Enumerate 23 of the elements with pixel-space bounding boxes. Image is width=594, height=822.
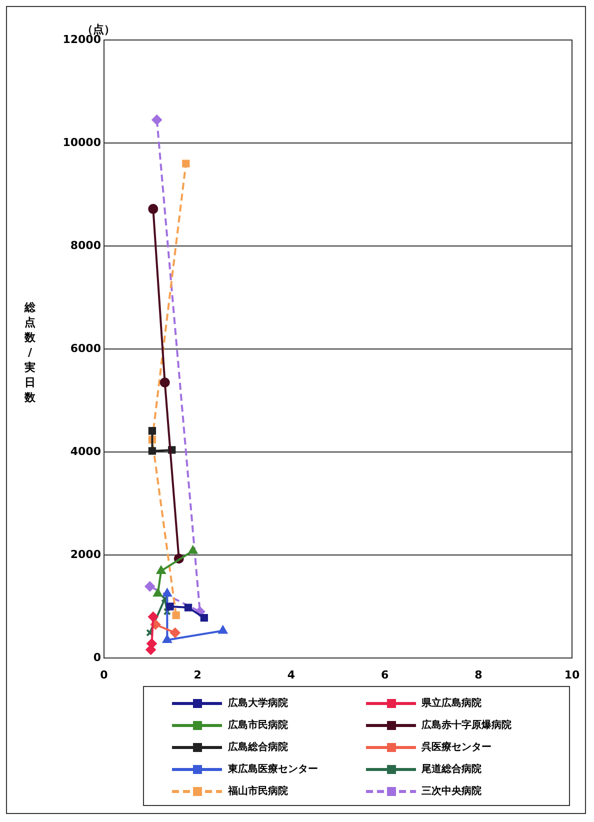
legend-label: 広島総合病院 [228, 740, 288, 754]
legend-label: 東広島医療センター [228, 762, 318, 776]
x-tick-label: 10 [564, 668, 580, 682]
x-tick-label: 4 [287, 668, 296, 682]
legend-label: 呉医療センター [422, 740, 492, 754]
legend-label: 三次中央病院 [422, 784, 482, 798]
x-tick-label: 8 [474, 668, 482, 682]
y-tick-label: 8000 [70, 238, 102, 252]
y-axis-title: 総点数/実日数 [23, 300, 36, 405]
y-tick-label: 6000 [70, 342, 102, 355]
y-tick-label: 2000 [70, 548, 102, 561]
legend-label: 尾道総合病院 [422, 762, 482, 776]
x-tick-label: 6 [380, 668, 389, 682]
text: （点） [82, 22, 115, 36]
y-tick-label: 10000 [62, 136, 102, 149]
x-tick-label: 2 [194, 668, 202, 682]
legend-label: 福山市民病院 [228, 784, 288, 798]
legend-label: 広島市民病院 [228, 718, 288, 732]
legend-label: 広島大学病院 [228, 696, 288, 710]
y-tick-label: 0 [93, 650, 102, 664]
legend-label: 広島赤十字原爆病院 [422, 718, 512, 732]
y-tick-label: 4000 [70, 444, 102, 458]
legend-label: 県立広島病院 [422, 696, 482, 710]
